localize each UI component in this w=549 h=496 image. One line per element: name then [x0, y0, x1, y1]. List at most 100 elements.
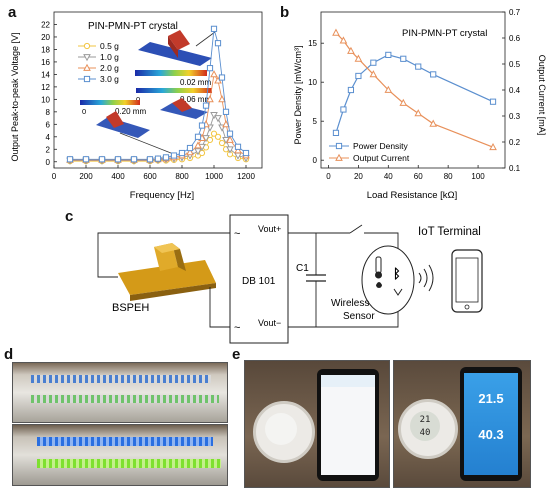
chart-a-ytick-label: 8 — [46, 108, 51, 117]
chart-a-point — [222, 137, 230, 145]
chart-a-point — [210, 130, 218, 137]
bspeh-device — [118, 243, 216, 301]
chart-a-legend-label: 3.0 g — [100, 74, 119, 84]
chart-a-point — [178, 149, 186, 157]
chart-a-ylabel: Output Peak-to-peak Voltage [V] — [10, 32, 20, 161]
chart-b-series-line-1 — [335, 32, 494, 148]
chart-b-point — [489, 98, 497, 105]
chart-b-ytick-left-label: 15 — [308, 39, 317, 48]
chart-b-ytick-right-label: 0.5 — [509, 60, 521, 69]
wireless-label: Wireless — [331, 298, 369, 309]
chart-a-xtick-label: 200 — [79, 172, 93, 181]
chart-b-point — [347, 46, 355, 54]
chart-b-legend-label: Power Density — [353, 141, 409, 151]
chart-b-ytick-left-label: 10 — [308, 78, 317, 87]
chart-a-ytick-label: 20 — [41, 33, 50, 42]
chart-a-point — [206, 95, 214, 103]
chart-b-xtick-label: 20 — [354, 172, 363, 181]
chart-a-legend-marker — [83, 63, 91, 71]
chart-b-point — [429, 119, 438, 127]
sensor-screen-blank — [265, 413, 297, 445]
chart-a-point — [226, 130, 234, 137]
inset-0.06mm: 0 0.06 mm — [136, 88, 212, 119]
photo-led-array-bottom — [12, 424, 228, 486]
chart-a-point — [202, 102, 210, 109]
chart-b-point — [399, 98, 408, 106]
chart-b-point — [385, 51, 392, 58]
led-row-green-lit — [37, 459, 221, 468]
chart-a-point — [226, 135, 234, 143]
chart-a: Output Peak-to-peak Voltage [V] Frequenc… — [10, 11, 263, 201]
inset-label-mid: 0.06 mm — [180, 95, 211, 104]
db101-box — [229, 214, 289, 344]
inset-zero-left: 0 — [82, 107, 86, 116]
chart-a-point — [206, 65, 214, 72]
iot-terminal-label: IoT Terminal — [418, 226, 481, 238]
chart-b-point — [414, 109, 423, 117]
c1-label: C1 — [296, 263, 309, 274]
photo-sensor-phone-on: 21 40 21.5 40.3 — [393, 360, 531, 488]
chart-a-xtick-label: 1200 — [237, 172, 255, 181]
panel-letter-a: a — [8, 4, 17, 21]
chart-a-legend-label: 2.0 g — [100, 63, 119, 73]
chart-a-point — [194, 141, 202, 149]
chart-a-title: PIN-PMN-PT crystal — [88, 21, 178, 32]
chart-a-point — [170, 152, 178, 159]
panel-letter-d: d — [4, 346, 14, 363]
vout-minus-label: Vout− — [258, 318, 281, 328]
chart-b-ytick-right-label: 0.7 — [509, 8, 521, 17]
chart-a-ytick-label: 10 — [41, 95, 50, 104]
chart-a-point — [214, 133, 222, 140]
phone-icon — [451, 249, 483, 313]
chart-a-series-line-0 — [70, 133, 247, 162]
chart-a-point — [82, 156, 90, 163]
chart-a-point — [218, 139, 226, 147]
chart-b-ytick-right-label: 0.3 — [509, 112, 521, 121]
chart-a-point — [98, 156, 106, 163]
chart-a-point — [226, 146, 234, 154]
chart-b-point — [384, 85, 393, 93]
chart-a-ytick-label: 12 — [41, 83, 50, 92]
tilde-bottom: ~ — [234, 322, 240, 334]
chart-a-xtick-label: 400 — [111, 172, 125, 181]
chart-a-point — [222, 108, 230, 115]
chart-b-xtick-label: 60 — [414, 172, 423, 181]
chart-a-xtick-label: 0 — [52, 172, 57, 181]
chart-a-point — [194, 133, 202, 140]
panel-letter-e: e — [232, 346, 241, 363]
chart-b-point — [340, 106, 347, 113]
chart-b-point — [415, 63, 422, 70]
signal-icon — [418, 264, 434, 292]
chart-a-point — [198, 122, 206, 129]
sensor-label: Sensor — [343, 311, 375, 322]
chart-b-ylabel-right: Output Current [mA] — [537, 55, 547, 136]
inset-zero-mid: 0 — [136, 95, 140, 104]
chart-b-xtick-label: 40 — [384, 172, 393, 181]
phone-screen-app — [321, 375, 375, 475]
chart-a-point — [154, 155, 162, 162]
panel-letter-b: b — [280, 4, 290, 21]
chart-a-ytick-label: 0 — [46, 158, 51, 167]
chart-a-ytick-label: 14 — [41, 70, 50, 79]
chart-a-point — [210, 70, 218, 78]
chart-a-legend-marker — [83, 54, 91, 62]
chart-a-point — [186, 144, 194, 152]
chart-b-ytick-right-label: 0.4 — [509, 86, 521, 95]
chart-a-point — [186, 148, 194, 156]
inset-0.20mm: 0 0.20 mm — [80, 100, 177, 156]
chart-b-point — [354, 54, 363, 62]
chart-a-legend-label: 0.5 g — [100, 41, 119, 51]
chart-a-point — [130, 156, 138, 163]
chart-b-ytick-right-label: 0.6 — [509, 34, 521, 43]
chart-a-legend-label: 1.0 g — [100, 52, 119, 62]
chart-a-ytick-label: 6 — [46, 120, 51, 129]
inset-label-left: 0.20 mm — [115, 107, 146, 116]
chart-b-title: PIN-PMN-PT crystal — [402, 28, 487, 39]
chart-b-point — [339, 36, 348, 44]
chart-b-series-line-0 — [335, 54, 494, 134]
led-row-blue-lit — [37, 437, 213, 446]
chart-b-point — [400, 55, 407, 62]
chart-b-xtick-label: 80 — [444, 172, 453, 181]
chart-a-point — [206, 136, 214, 144]
chart-a-point — [114, 156, 122, 163]
